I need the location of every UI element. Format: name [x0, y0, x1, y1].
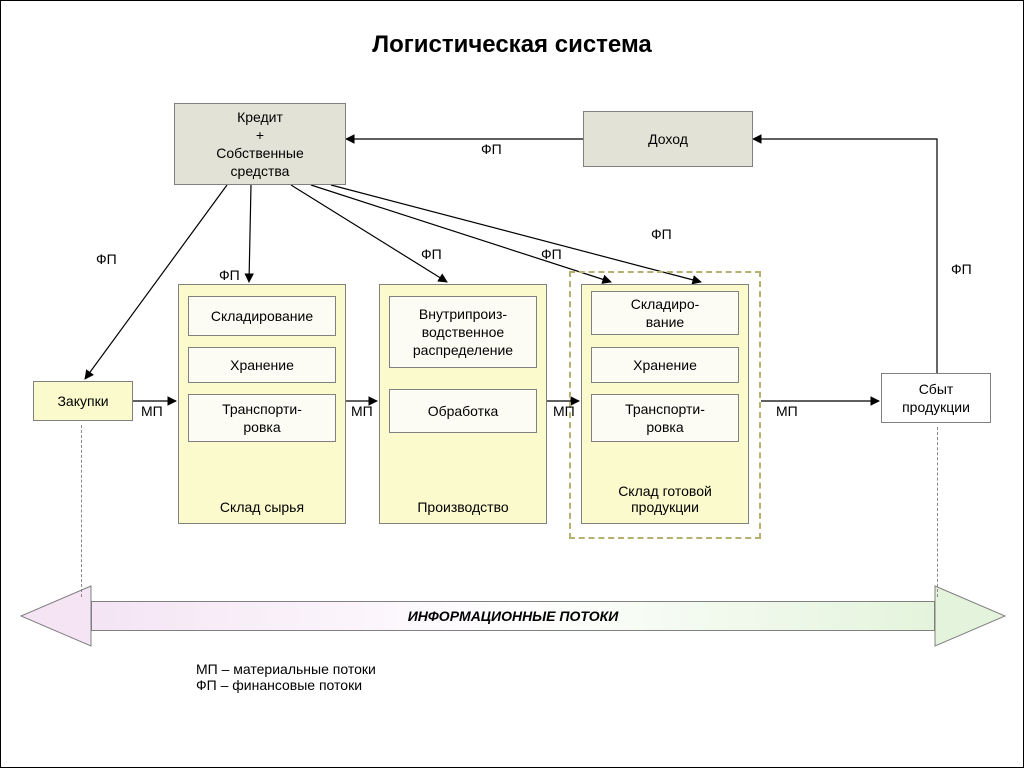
sub-process-box: Хранение — [188, 347, 336, 383]
sub-process-box: Складирование — [188, 296, 336, 336]
fp-label: ФП — [219, 267, 240, 283]
dashed-connector — [937, 427, 938, 597]
credit-box: Кредит + Собственные средства — [174, 103, 346, 185]
dashed-connector — [81, 425, 82, 597]
production-label: Производство — [380, 499, 546, 515]
sales-box: Сбыт продукции — [881, 373, 991, 423]
legend-line: МП – материальные потоки — [196, 661, 376, 677]
info-flow-label: ИНФОРМАЦИОННЫЕ ПОТОКИ — [91, 601, 935, 631]
fp-label: ФП — [951, 261, 972, 277]
mp-label: МП — [553, 403, 575, 419]
mp-label: МП — [351, 403, 373, 419]
fp-label: ФП — [541, 246, 562, 262]
fp-label: ФП — [481, 141, 502, 157]
sub-process-box: Складиро- вание — [591, 291, 739, 335]
diagram-title: Логистическая система — [1, 31, 1023, 59]
sub-process-box: Хранение — [591, 347, 739, 383]
mp-label: МП — [776, 403, 798, 419]
sub-process-box: Транспорти- ровка — [591, 394, 739, 442]
sub-process-box: Внутрипроиз- водственное распределение — [389, 296, 537, 368]
legend-line: ФП – финансовые потоки — [196, 677, 376, 693]
fp-label: ФП — [651, 226, 672, 242]
sub-process-box: Транспорти- ровка — [188, 394, 336, 442]
finished-store-label: Склад готовой продукции — [582, 483, 748, 515]
mp-label: МП — [141, 403, 163, 419]
purchase-box: Закупки — [33, 381, 133, 421]
fp-label: ФП — [96, 251, 117, 267]
fp-label: ФП — [421, 246, 442, 262]
raw-store-label: Склад сырья — [179, 499, 345, 515]
sub-process-box: Обработка — [389, 389, 537, 433]
legend: МП – материальные потокиФП – финансовые … — [196, 661, 376, 693]
income-box: Доход — [583, 111, 753, 167]
